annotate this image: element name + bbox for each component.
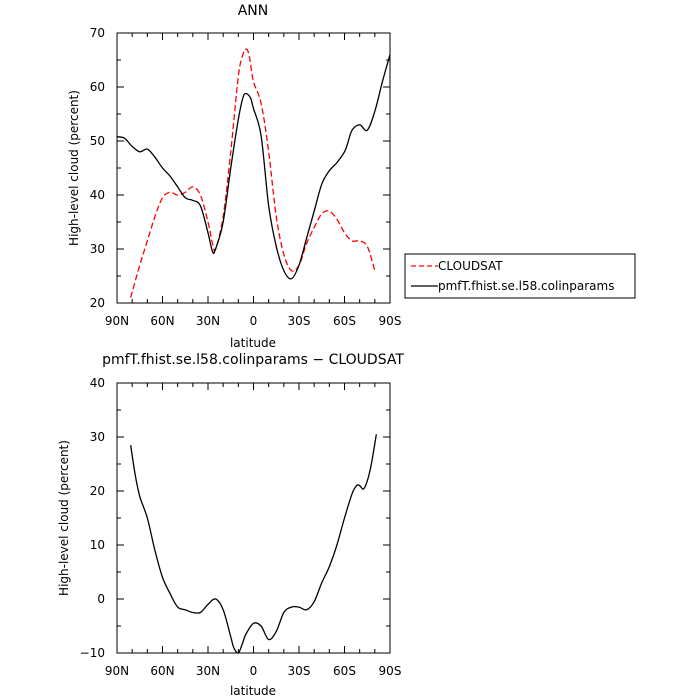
top-series-cloudsat-line bbox=[130, 48, 376, 298]
top-ytick-label: 50 bbox=[90, 134, 105, 148]
bottom-xtick-label: 30S bbox=[288, 664, 311, 678]
top-xtick-label: 60S bbox=[333, 314, 356, 328]
top-ytick-label: 60 bbox=[90, 80, 105, 94]
top-chart-panel: ANN latitude High-level cloud (percent) … bbox=[67, 3, 401, 350]
bottom-xtick-label: 90N bbox=[105, 664, 129, 678]
legend: CLOUDSAT pmfT.fhist.se.l58.colinparams bbox=[404, 253, 636, 299]
bottom-xtick-label: 30N bbox=[196, 664, 220, 678]
top-chart-frame bbox=[116, 32, 391, 304]
top-chart-ylabel: High-level cloud (percent) bbox=[67, 90, 81, 246]
top-ytick-label: 40 bbox=[90, 188, 105, 202]
top-chart-xlabel: latitude bbox=[230, 336, 276, 350]
bottom-xtick-label: 60S bbox=[333, 664, 356, 678]
top-xtick-label: 90N bbox=[105, 314, 129, 328]
bottom-ytick-label: 10 bbox=[90, 538, 105, 552]
bottom-ytick-label: 30 bbox=[90, 430, 105, 444]
bottom-xtick-label: 60N bbox=[150, 664, 174, 678]
bottom-chart-frame bbox=[116, 382, 391, 654]
top-chart-title: ANN bbox=[238, 3, 269, 19]
bottom-ytick-label: 40 bbox=[90, 376, 105, 390]
bottom-ytick-label: 0 bbox=[97, 592, 105, 606]
top-xtick-label: 90S bbox=[379, 314, 402, 328]
top-ytick-label: 20 bbox=[90, 296, 105, 310]
top-xtick-label: 30N bbox=[196, 314, 220, 328]
legend-box bbox=[404, 253, 636, 299]
bottom-ytick-label: −10 bbox=[80, 646, 105, 660]
top-xtick-label: 0 bbox=[250, 314, 258, 328]
bottom-chart-title: pmfT.fhist.se.l58.colinparams − CLOUDSAT bbox=[102, 352, 404, 368]
bottom-series-difference-line bbox=[130, 434, 377, 654]
top-xtick-label: 30S bbox=[288, 314, 311, 328]
legend-label-model: pmfT.fhist.se.l58.colinparams bbox=[438, 279, 614, 293]
top-series-pmft-fhist-se-l58-colinparams-line bbox=[116, 54, 391, 280]
bottom-chart-panel: pmfT.fhist.se.l58.colinparams − CLOUDSAT… bbox=[57, 352, 404, 698]
top-ytick-label: 30 bbox=[90, 242, 105, 256]
legend-label-cloudsat: CLOUDSAT bbox=[438, 259, 503, 273]
bottom-xtick-label: 90S bbox=[379, 664, 402, 678]
bottom-xtick-label: 0 bbox=[250, 664, 258, 678]
bottom-chart-ylabel: High-level cloud (percent) bbox=[57, 440, 71, 596]
top-ytick-label: 70 bbox=[90, 26, 105, 40]
bottom-ytick-label: 20 bbox=[90, 484, 105, 498]
top-xtick-label: 60N bbox=[150, 314, 174, 328]
bottom-chart-xlabel: latitude bbox=[230, 684, 276, 698]
